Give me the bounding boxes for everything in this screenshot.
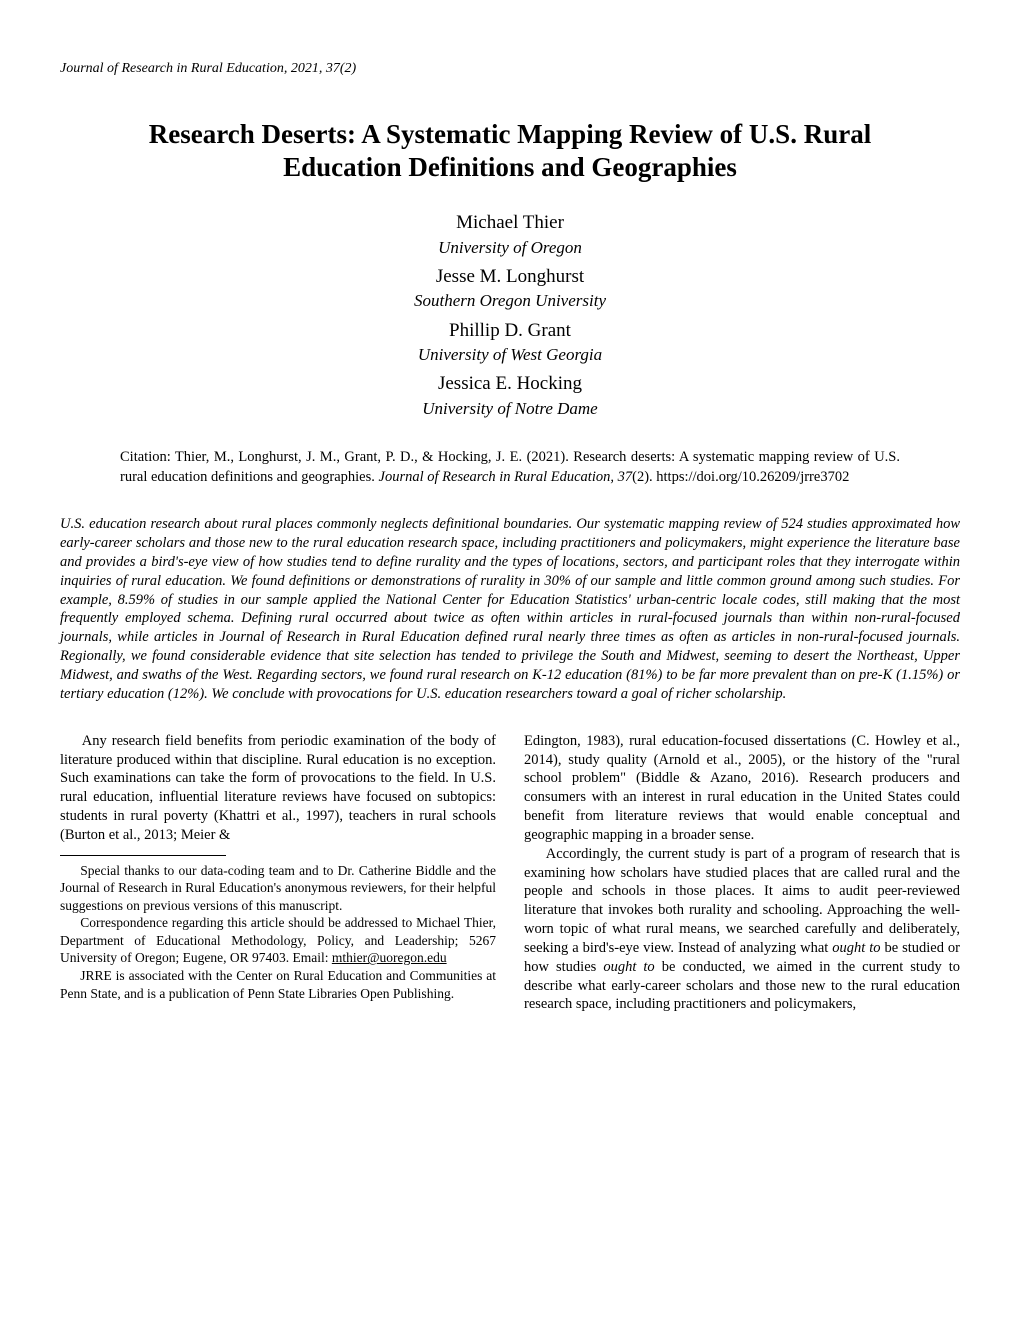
footnote: JRRE is associated with the Center on Ru… xyxy=(60,967,496,1002)
column-right: Edington, 1983), rural education-focused… xyxy=(524,732,960,1015)
author-name: Phillip D. Grant xyxy=(60,319,960,344)
author-affiliation: Southern Oregon University xyxy=(60,290,960,312)
body-paragraph: Any research field benefits from periodi… xyxy=(60,732,496,845)
body-paragraph: Accordingly, the current study is part o… xyxy=(524,845,960,1015)
running-header: Journal of Research in Rural Education, … xyxy=(60,60,960,78)
author-name: Michael Thier xyxy=(60,211,960,236)
article-title: Research Deserts: A Systematic Mapping R… xyxy=(100,118,920,183)
body-paragraph: Edington, 1983), rural education-focused… xyxy=(524,732,960,845)
author-name: Jesse M. Longhurst xyxy=(60,265,960,290)
footnote: Correspondence regarding this article sh… xyxy=(60,914,496,967)
emphasis: ought to xyxy=(603,959,654,975)
correspondence-email[interactable]: mthier@uoregon.edu xyxy=(332,950,447,965)
authors-block: Michael Thier University of Oregon Jesse… xyxy=(60,211,960,420)
body-columns: Any research field benefits from periodi… xyxy=(60,732,960,1015)
citation-block: Citation: Thier, M., Longhurst, J. M., G… xyxy=(120,448,900,487)
emphasis: ought to xyxy=(832,940,880,956)
abstract: U.S. education research about rural plac… xyxy=(60,515,960,703)
column-left: Any research field benefits from periodi… xyxy=(60,732,496,1015)
footnote-divider xyxy=(60,855,226,856)
citation-suffix: (2). https://doi.org/10.26209/jrre3702 xyxy=(632,469,849,485)
author-affiliation: University of Notre Dame xyxy=(60,398,960,420)
citation-journal: Journal of Research in Rural Education, … xyxy=(379,469,633,485)
author-affiliation: University of West Georgia xyxy=(60,344,960,366)
footnote: Special thanks to our data-coding team a… xyxy=(60,862,496,915)
author-name: Jessica E. Hocking xyxy=(60,372,960,397)
author-affiliation: University of Oregon xyxy=(60,237,960,259)
